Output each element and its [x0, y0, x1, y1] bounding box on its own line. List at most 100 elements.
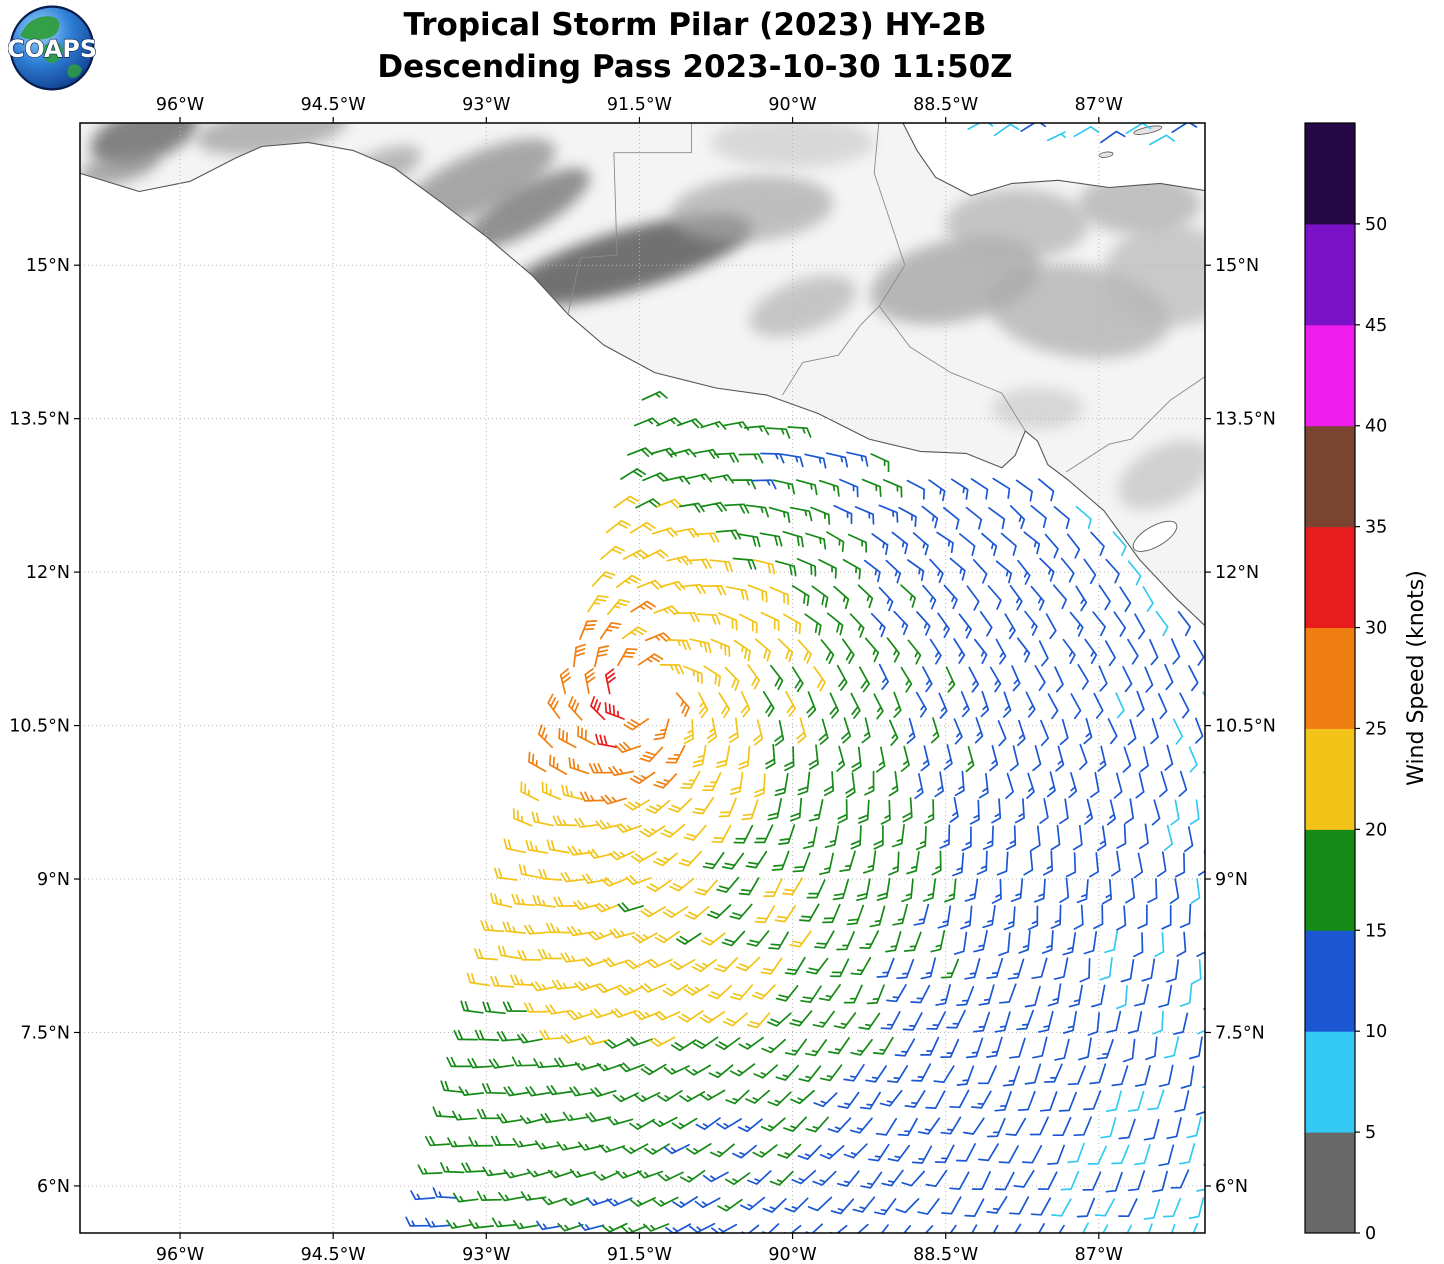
wind-barb: [663, 1065, 690, 1075]
wind-barb: [1209, 746, 1216, 771]
wind-barb: [1047, 983, 1062, 1007]
wind-barb: [1188, 1197, 1205, 1220]
wind-barb: [620, 1225, 648, 1233]
wind-barb: [1059, 798, 1069, 825]
wind-barb: [833, 585, 850, 610]
wind-barb: [943, 506, 960, 530]
wind-barb: [574, 1061, 602, 1071]
wind-barb: [903, 1225, 911, 1233]
wind-barb: [601, 876, 628, 887]
wind-barb: [1096, 825, 1107, 852]
wind-barb: [706, 904, 732, 919]
wind-barb: [696, 613, 721, 625]
wind-barb: [808, 744, 819, 770]
wind-barb: [760, 957, 783, 975]
wind-barb: [858, 666, 870, 693]
wind-barb: [662, 984, 689, 997]
colorbar-segment: [1305, 1031, 1355, 1133]
wind-barb: [461, 1162, 487, 1173]
wind-barb: [683, 824, 707, 841]
wind-barb: [972, 559, 988, 584]
wind-barb: [949, 796, 959, 823]
wind-barb: [1100, 130, 1126, 144]
wind-barb: [1156, 851, 1167, 878]
wind-barb: [588, 930, 615, 941]
wind-barb: [531, 811, 555, 827]
wind-barb: [849, 613, 865, 638]
wind-barb: [724, 1172, 751, 1186]
wind-barb: [1018, 929, 1031, 954]
wind-barb: [1004, 613, 1016, 640]
wind-barb: [497, 945, 521, 960]
wind-barb: [1039, 557, 1055, 582]
wind-barb: [1155, 610, 1169, 637]
wind-barb: [678, 502, 705, 513]
wind-barb: [637, 653, 664, 666]
wind-barb: [425, 1217, 451, 1228]
wind-barb: [650, 447, 677, 458]
wind-barb: [940, 958, 960, 979]
wind-barb: [1124, 798, 1135, 825]
wind-barb: [731, 479, 757, 490]
wind-barb: [1023, 531, 1041, 555]
wind-barb: [559, 668, 571, 695]
wind-barb: [922, 878, 937, 902]
wind-barb: [1174, 1090, 1190, 1113]
wind-barb: [572, 643, 586, 668]
wind-barb: [897, 1117, 918, 1137]
wind-barb: [1102, 1224, 1109, 1233]
wind-barb: [885, 931, 902, 953]
wind-barb: [836, 931, 855, 951]
wind-barb: [991, 878, 1002, 904]
wind-barb: [1177, 610, 1192, 637]
wind-barb: [774, 773, 789, 797]
wind-barb: [599, 621, 622, 640]
wind-barb: [1150, 717, 1159, 745]
wind-barb: [1040, 719, 1050, 747]
wind-barb: [995, 560, 1013, 584]
wind-barb: [1030, 585, 1045, 611]
wind-barb: [789, 797, 803, 822]
xtick-label-bottom: 93°W: [462, 1245, 510, 1264]
wind-barb: [1118, 1118, 1136, 1140]
wind-barb: [949, 1171, 970, 1190]
wind-barb: [736, 956, 761, 972]
wind-barb: [672, 1196, 699, 1208]
wind-barb: [1166, 1117, 1182, 1140]
wind-barb: [843, 984, 863, 1004]
wind-barb: [640, 983, 667, 993]
wind-barb: [977, 1065, 997, 1085]
colorbar-segment: [1305, 324, 1355, 427]
wind-barb: [1147, 1223, 1153, 1233]
coaps-globe: COAPS: [6, 5, 98, 91]
wind-barb: [807, 1196, 833, 1212]
wind-barb: [760, 611, 780, 632]
colorbar-segment: [1305, 123, 1355, 225]
continent-shape: [20, 16, 60, 40]
wind-barb: [986, 1036, 1003, 1058]
wind-barb: [593, 645, 610, 668]
wind-barb: [610, 1008, 638, 1019]
wind-barb: [640, 1063, 667, 1076]
wind-barb: [978, 984, 995, 1006]
wind-barb: [729, 984, 754, 1001]
wind-barb: [886, 637, 900, 663]
wind-barb: [701, 585, 727, 596]
wind-barb: [613, 495, 639, 509]
wind-barb: [1115, 692, 1125, 719]
wind-barb: [721, 852, 745, 870]
wind-barb: [1145, 1036, 1158, 1061]
wind-barb: [902, 797, 913, 823]
wind-barb: [656, 417, 683, 427]
wind-barb: [548, 754, 568, 775]
wind-barb: [889, 719, 899, 746]
wind-barb: [833, 504, 853, 525]
wind-barb: [728, 717, 739, 744]
wind-barb: [805, 1116, 829, 1133]
wind-barb: [545, 1004, 572, 1015]
wind-barb: [496, 1113, 523, 1124]
wind-barb: [666, 639, 692, 651]
wind-barb: [1142, 586, 1154, 612]
wind-barb: [808, 799, 824, 822]
wind-barb: [1189, 1036, 1203, 1060]
